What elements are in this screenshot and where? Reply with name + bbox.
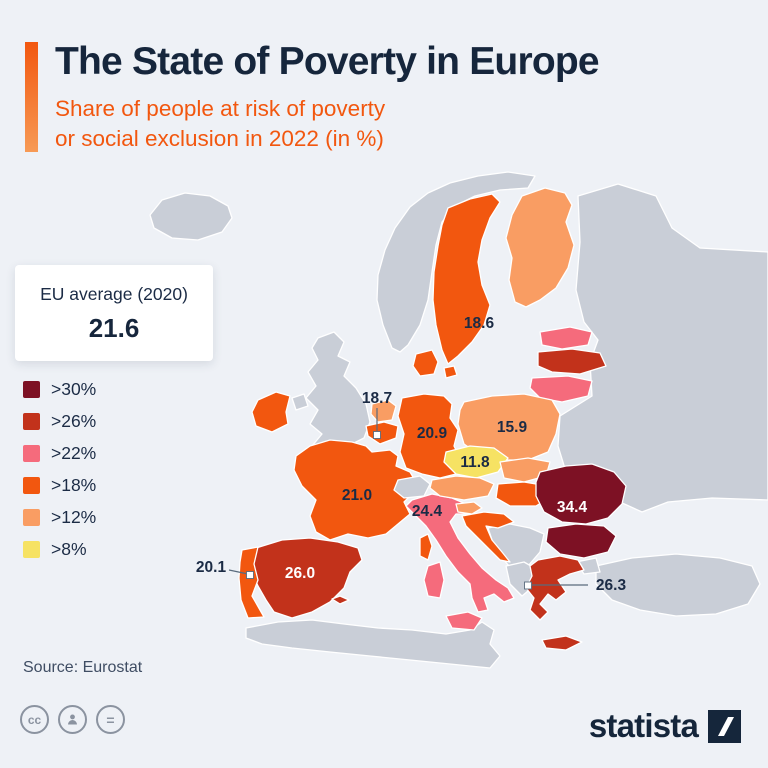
eu-average-card: EU average (2020) 21.6 [15, 265, 213, 361]
belgium-callout-marker [373, 431, 381, 439]
person-glyph [68, 714, 77, 725]
country-corsica [419, 533, 433, 561]
legend-label-gt8: >8% [51, 539, 87, 559]
country-switzerland [393, 475, 431, 499]
legend-row: >26% [23, 411, 96, 432]
page-title: The State of Poverty in Europe [55, 40, 600, 83]
country-iceland [149, 192, 233, 241]
country-lithuania [529, 375, 593, 403]
map-value-italy: 24.4 [412, 503, 443, 520]
legend-label-gt22: >22% [51, 443, 97, 463]
country-crete [541, 635, 583, 651]
header-text: The State of Poverty in Europe Share of … [55, 40, 600, 153]
country-croatia [461, 511, 515, 563]
legend-label-gt30: >30% [51, 379, 97, 399]
equals-glyph: = [106, 711, 115, 728]
country-poland [457, 393, 561, 461]
eu-average-value: 21.6 [88, 313, 140, 343]
country-finland [505, 187, 575, 308]
map-value-france: 21.0 [342, 487, 372, 504]
legend-swatch-gt18 [23, 477, 40, 494]
greece-callout-marker [524, 581, 532, 590]
legend-row: >30% [23, 379, 96, 400]
legend-row: >22% [23, 443, 96, 464]
map-value-poland: 15.9 [497, 419, 528, 436]
header: The State of Poverty in Europe Share of … [25, 40, 600, 153]
legend-swatch-gt30 [23, 381, 40, 398]
country-czechia [443, 445, 509, 479]
map-value-czechia: 11.8 [460, 454, 490, 471]
country-denmark [412, 349, 439, 377]
country-portugal [238, 546, 265, 619]
legend-row: >8% [23, 539, 96, 560]
country-sweden [432, 193, 501, 365]
cc-icon: cc [20, 705, 49, 734]
statista-logo-mark [708, 709, 741, 743]
map-value-romania: 34.4 [557, 499, 588, 516]
source-note: Source: Eurostat [23, 659, 143, 676]
country-greece [525, 555, 585, 621]
legend-swatch-gt26 [23, 413, 40, 430]
map-value-greece: 26.3 [596, 577, 627, 594]
map-value-labels: 18.6 18.7 20.9 15.9 11.8 21.0 24.4 34.4 … [196, 315, 627, 594]
attribution-person-icon [58, 705, 87, 734]
country-denmark-zealand [443, 365, 458, 379]
legend-swatch-gt12 [23, 509, 40, 526]
country-slovenia [455, 501, 483, 515]
equals-icon: = [96, 705, 125, 734]
country-sicily [445, 611, 483, 631]
country-austria [429, 475, 495, 501]
legend-row: >18% [23, 475, 96, 496]
map-value-belgium: 18.7 [362, 390, 392, 407]
legend-swatch-gt8 [23, 541, 40, 558]
country-norway [376, 171, 536, 353]
country-latvia [537, 348, 607, 375]
country-northern-ireland [291, 393, 309, 411]
country-france [293, 439, 417, 541]
callouts [228, 408, 588, 590]
portugal-callout-line [228, 569, 249, 575]
country-sardinia [423, 561, 445, 599]
map-value-germany: 20.9 [417, 425, 448, 442]
portugal-callout-marker [246, 571, 254, 579]
country-united-kingdom [305, 331, 371, 451]
subtitle-line-1: Share of people at risk of poverty [55, 95, 386, 121]
eu-average-label: EU average (2020) [40, 284, 188, 304]
country-italy [405, 493, 515, 613]
country-north-africa [245, 619, 501, 669]
legend: >30% >26% >22% >18% >12% >8% [23, 379, 96, 571]
country-bulgaria [545, 523, 617, 559]
country-estonia [539, 326, 593, 350]
map-value-spain: 26.0 [285, 565, 315, 582]
accent-bar [25, 42, 38, 152]
map-value-portugal: 20.1 [196, 559, 227, 576]
legend-row: >12% [23, 507, 96, 528]
country-romania [535, 463, 627, 525]
subtitle: Share of people at risk of poverty or so… [55, 94, 599, 153]
country-balearics [331, 595, 350, 605]
legend-label-gt26: >26% [51, 411, 97, 431]
country-ireland [251, 391, 291, 433]
legend-label-gt18: >18% [51, 475, 97, 495]
country-eastern-europe [557, 183, 768, 513]
legend-swatch-gt22 [23, 445, 40, 462]
subtitle-line-2: or social exclusion in 2022 (in %) [55, 125, 384, 151]
country-turkey [595, 553, 761, 617]
cc-glyph: cc [27, 712, 42, 727]
license-icons: cc = [20, 705, 125, 734]
statista-logo: statista [589, 707, 741, 745]
country-belgium [365, 421, 399, 445]
statista-wordmark: statista [588, 707, 699, 744]
map-value-sweden: 18.6 [464, 315, 495, 332]
legend-label-gt12: >12% [51, 507, 97, 527]
